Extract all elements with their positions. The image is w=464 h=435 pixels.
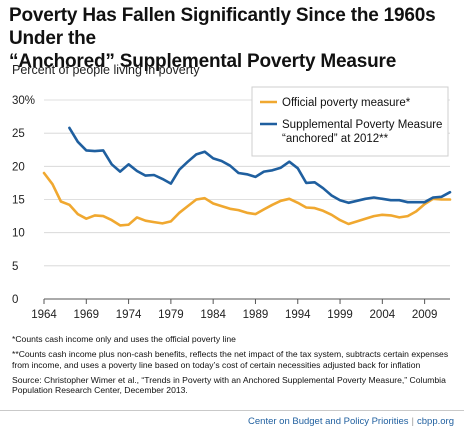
source-note: Source: Christopher Wimer et al., “Trend… [12, 374, 446, 396]
y-tick-label-10: 10 [12, 228, 25, 240]
y-tick-label-30: 30% [12, 95, 35, 107]
y-tick-label-25: 25 [12, 128, 25, 140]
footer: Center on Budget and Policy Priorities | c… [248, 416, 454, 427]
footer-site-link[interactable]: cbpp.org [417, 416, 454, 427]
series-spm-line [68, 126, 452, 205]
footer-separator: | [411, 416, 415, 427]
chart-title: Poverty Has Fallen Significantly Since t… [9, 4, 455, 73]
chart-title-line-2: “Anchored” Supplemental Poverty Measure [9, 51, 397, 72]
y-tick-label-0: 0 [12, 294, 18, 306]
chart-notes: *Counts cash income only and uses the of… [12, 334, 456, 400]
x-tick-label-1984: 1984 [200, 309, 226, 321]
x-tick-label-2009: 2009 [412, 309, 438, 321]
legend-label-official: Official poverty measure* [282, 97, 411, 109]
y-tick-label-20: 20 [12, 161, 25, 173]
x-tick-label-1994: 1994 [285, 309, 311, 321]
x-tick-label-1969: 1969 [73, 309, 99, 321]
x-tick-label-1989: 1989 [243, 309, 269, 321]
footnote-official: *Counts cash income only and uses the of… [12, 334, 236, 344]
x-tick-label-1974: 1974 [116, 309, 142, 321]
series-lines [42, 126, 452, 227]
x-axis-ticks: 1964 1969 1974 1979 1984 1989 1994 1999 2004 2009 [31, 299, 437, 321]
legend-label-spm-line-2: “anchored” at 2012** [282, 133, 389, 145]
x-tick-label-2004: 2004 [370, 309, 396, 321]
footer-divider [0, 410, 464, 411]
x-tick-label-1964: 1964 [31, 309, 57, 321]
y-tick-label-15: 15 [12, 195, 25, 207]
legend: Official poverty measure* Supplemental Po… [251, 86, 449, 157]
series-official-line [42, 171, 452, 227]
footer-org-name: Center on Budget and Policy Priorities [248, 416, 409, 427]
legend-label-spm-line-1: Supplemental Poverty Measure [282, 119, 442, 131]
chart-title-line-1: Poverty Has Fallen Significantly Since t… [9, 5, 436, 49]
y-tick-label-5: 5 [12, 261, 18, 273]
x-tick-label-1999: 1999 [327, 309, 353, 321]
chart-subtitle: Percent of people living in poverty [12, 63, 200, 77]
footnote-spm: **Counts cash income plus non-cash benef… [12, 349, 449, 370]
legend-box [251, 86, 449, 157]
legend-label-spm: Supplemental Poverty Measure “anchored” a… [282, 119, 442, 145]
y-axis-tick-labels: 0 5 10 15 20 25 30% [12, 95, 35, 306]
x-tick-label-1979: 1979 [158, 309, 184, 321]
